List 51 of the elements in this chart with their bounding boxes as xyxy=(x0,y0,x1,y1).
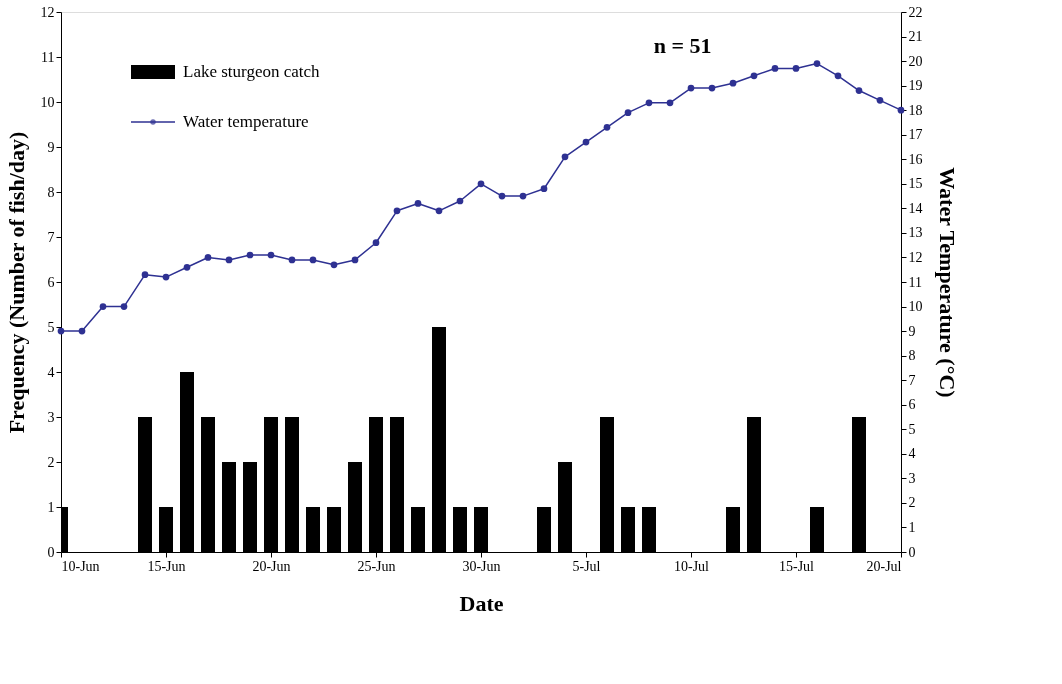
y-tick-label: 12 xyxy=(40,4,55,20)
y2-tick-label: 16 xyxy=(908,151,923,167)
y2-axis-title: Water Temperature (°C) xyxy=(934,167,960,398)
y-axis-title: Frequency (Number of fish/day) xyxy=(3,131,29,434)
y2-tick-label: 6 xyxy=(908,397,916,413)
y-tick-label: 3 xyxy=(47,409,55,425)
y-tick-label: 2 xyxy=(47,454,55,470)
y2-tick-label: 8 xyxy=(908,348,916,364)
x-tick-label: 10-Jun xyxy=(61,558,100,574)
x-tick-label: 20-Jul xyxy=(866,558,902,574)
y2-tick-label: 22 xyxy=(908,4,923,20)
y2-tick-label: 0 xyxy=(908,544,916,560)
y-tick-label: 7 xyxy=(47,229,55,245)
x-tick-label: 15-Jun xyxy=(147,558,186,574)
y-tick-label: 4 xyxy=(47,364,55,380)
x-tick-label: 15-Jul xyxy=(779,558,815,574)
y-tick-label: 1 xyxy=(47,499,55,515)
x-tick-label: 25-Jun xyxy=(357,558,396,574)
y2-tick-label: 10 xyxy=(908,299,923,315)
x-tick-label: 30-Jun xyxy=(462,558,501,574)
y2-tick-label: 9 xyxy=(908,323,916,339)
x-tick-label: 5-Jul xyxy=(572,558,601,574)
legend-label: Lake sturgeon catch xyxy=(183,62,321,81)
annotation: n = 51 xyxy=(653,33,712,58)
y2-tick-label: 7 xyxy=(908,372,916,388)
y-tick-label: 8 xyxy=(47,184,55,200)
x-tick-label: 10-Jul xyxy=(674,558,710,574)
y2-tick-label: 14 xyxy=(908,200,923,216)
y-tick-label: 5 xyxy=(47,319,55,335)
y2-tick-label: 21 xyxy=(908,29,923,45)
y-tick-label: 0 xyxy=(47,544,55,560)
y2-tick-label: 12 xyxy=(908,249,923,265)
y2-tick-label: 3 xyxy=(908,470,916,486)
legend-label: Water temperature xyxy=(183,112,309,131)
y-tick-label: 9 xyxy=(47,139,55,155)
y2-tick-label: 18 xyxy=(908,102,923,118)
y2-tick-label: 13 xyxy=(908,225,923,241)
y2-tick-label: 20 xyxy=(908,53,923,69)
y2-tick-label: 4 xyxy=(908,446,916,462)
y2-tick-label: 2 xyxy=(908,495,916,511)
y2-tick-label: 1 xyxy=(908,519,916,535)
y2-tick-label: 5 xyxy=(908,421,916,437)
y2-tick-label: 19 xyxy=(908,78,923,94)
x-tick-label: 20-Jun xyxy=(252,558,291,574)
y-tick-label: 10 xyxy=(40,94,55,110)
y2-tick-label: 17 xyxy=(908,127,923,143)
y2-tick-label: 15 xyxy=(908,176,923,192)
y-tick-label: 6 xyxy=(47,274,55,290)
y-tick-label: 11 xyxy=(41,49,55,65)
x-axis-title: Date xyxy=(459,590,504,616)
y2-tick-label: 11 xyxy=(908,274,922,290)
